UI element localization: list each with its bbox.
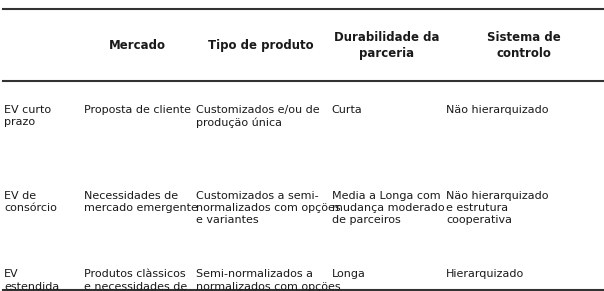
Text: Necessidades de
mercado emergente: Necessidades de mercado emergente <box>84 191 198 213</box>
Text: EV
estendida: EV estendida <box>4 269 59 291</box>
Text: Tipo de produto: Tipo de produto <box>208 39 314 52</box>
Text: EV de
consórcio: EV de consórcio <box>4 191 57 213</box>
Text: Semi-normalizados a
normalizados com opçöes
e variantes: Semi-normalizados a normalizados com opç… <box>196 269 340 291</box>
Text: Proposta de cliente: Proposta de cliente <box>84 105 191 115</box>
Text: Näo hierarquizado
e estrutura
cooperativa: Näo hierarquizado e estrutura cooperativ… <box>446 191 549 226</box>
Text: Longa: Longa <box>332 269 365 279</box>
Text: Mercado: Mercado <box>109 39 166 52</box>
Text: Hierarquizado: Hierarquizado <box>446 269 525 279</box>
Text: Customizados a semi-
normalizados com opçöes
e variantes: Customizados a semi- normalizados com op… <box>196 191 340 226</box>
Text: Durabilidade da
parceria: Durabilidade da parceria <box>334 31 439 60</box>
Text: Näo hierarquizado: Näo hierarquizado <box>446 105 549 115</box>
Text: Produtos clàssicos
e necessidades de
mercado emergente: Produtos clàssicos e necessidades de mer… <box>84 269 198 291</box>
Text: Curta: Curta <box>332 105 362 115</box>
Text: Sistema de
controlo: Sistema de controlo <box>487 31 561 60</box>
Text: EV curto
prazo: EV curto prazo <box>4 105 51 127</box>
Text: Customizados e/ou de
produçäo única: Customizados e/ou de produçäo única <box>196 105 320 128</box>
Text: Media a Longa com
mudança moderado
de parceiros: Media a Longa com mudança moderado de pa… <box>332 191 444 226</box>
